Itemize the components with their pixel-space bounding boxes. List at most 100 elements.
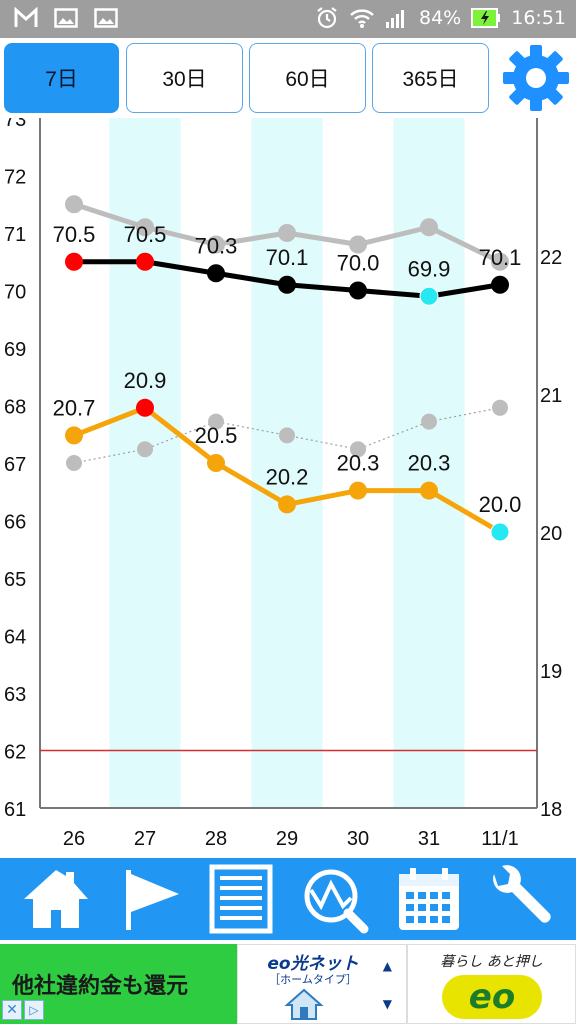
data-point bbox=[492, 399, 508, 416]
data-label: 20.0 bbox=[479, 492, 522, 517]
left-tick-label: 72 bbox=[4, 167, 26, 189]
data-point bbox=[491, 252, 509, 271]
left-tick-label: 67 bbox=[4, 454, 26, 476]
list-button[interactable] bbox=[200, 858, 282, 940]
x-tick-label: 28 bbox=[205, 828, 227, 850]
left-tick-label: 66 bbox=[4, 512, 26, 534]
home-button[interactable] bbox=[15, 858, 97, 940]
left-tick-label: 73 bbox=[4, 118, 26, 131]
left-tick-label: 62 bbox=[4, 742, 26, 764]
data-point bbox=[420, 481, 438, 500]
data-point bbox=[491, 275, 509, 294]
data-point bbox=[65, 252, 83, 271]
data-point bbox=[349, 235, 367, 254]
flag-button[interactable] bbox=[110, 858, 192, 940]
tab-label: 30日 bbox=[162, 68, 207, 91]
left-tick-label: 68 bbox=[4, 397, 26, 419]
settings-wrench-button[interactable] bbox=[480, 858, 562, 940]
data-point bbox=[136, 218, 154, 237]
data-point bbox=[419, 286, 439, 306]
house-icon bbox=[284, 988, 324, 1020]
tab-30-days[interactable]: 30日 bbox=[126, 43, 243, 113]
data-point bbox=[278, 495, 296, 514]
x-tick-label: 27 bbox=[134, 828, 156, 850]
x-axis-ticks: 26 27 28 29 30 31 11/1 bbox=[63, 828, 519, 850]
data-label: 20.3 bbox=[408, 451, 451, 476]
tab-label: 60日 bbox=[285, 68, 330, 91]
bottom-toolbar bbox=[0, 858, 576, 940]
ad-panel-right[interactable]: 暮らし あと押し eo bbox=[407, 944, 576, 1024]
right-axis-ticks: 18 19 20 21 22 bbox=[540, 247, 562, 821]
data-label: 20.2 bbox=[266, 464, 309, 489]
weight-bmi-chart: 61 62 63 64 65 66 67 68 69 70 71 72 73 18 19 20 21 22 26… bbox=[4, 118, 562, 850]
eo-logo: eo bbox=[442, 975, 542, 1019]
left-axis-ticks: 61 62 63 64 65 66 67 68 69 70 71 72 73 bbox=[4, 118, 26, 821]
data-label: 20.3 bbox=[337, 451, 380, 476]
ad-info-icon[interactable]: ▷ bbox=[24, 1000, 44, 1020]
data-point bbox=[137, 441, 153, 458]
left-tick-label: 64 bbox=[4, 627, 26, 649]
x-tick-label: 30 bbox=[347, 828, 369, 850]
x-tick-label: 31 bbox=[418, 828, 440, 850]
data-label: 70.5 bbox=[124, 222, 167, 247]
right-tick-label: 21 bbox=[540, 385, 562, 407]
system-status: 84% 16:51 bbox=[315, 6, 566, 30]
tab-60-days[interactable]: 60日 bbox=[249, 43, 366, 113]
tab-365-days[interactable]: 365日 bbox=[372, 43, 489, 113]
image-icon bbox=[54, 8, 78, 28]
data-point bbox=[349, 281, 367, 300]
image-icon bbox=[94, 8, 118, 28]
data-point bbox=[278, 224, 296, 242]
battery-charging-icon bbox=[471, 8, 501, 28]
right-tick-label: 20 bbox=[540, 523, 562, 545]
right-tick-label: 22 bbox=[540, 247, 562, 269]
calendar-icon bbox=[399, 868, 459, 930]
left-tick-label: 70 bbox=[4, 282, 26, 304]
ad-panel-middle[interactable]: eo光ネット ［ホームタイプ］ ▲ ▼ bbox=[237, 944, 407, 1024]
x-tick-label: 11/1 bbox=[481, 828, 518, 850]
advertisement-banner[interactable]: 他社違約金も還元 ✕ ▷ eo光ネット ［ホームタイプ］ ▲ ▼ 暮らし あと押… bbox=[0, 940, 576, 1024]
wrench-icon bbox=[493, 865, 551, 923]
data-label: 20.5 bbox=[195, 423, 238, 448]
calendar-button[interactable] bbox=[388, 858, 470, 940]
notification-icons bbox=[14, 7, 118, 29]
status-bar: 84% 16:51 bbox=[0, 0, 576, 38]
x-tick-label: 26 bbox=[63, 828, 85, 850]
analysis-icon bbox=[304, 869, 369, 934]
settings-gear-icon[interactable] bbox=[502, 44, 570, 112]
data-point bbox=[420, 218, 438, 237]
chart-series: 70.5 70.5 70.3 70.1 70.0 69.9 70.1 20.7 20.9 20.5… bbox=[53, 195, 522, 542]
alarm-icon bbox=[317, 7, 337, 29]
ad-close-icon[interactable]: ✕ bbox=[2, 1000, 22, 1020]
stripe bbox=[251, 118, 323, 808]
right-tick-label: 18 bbox=[540, 799, 562, 821]
analysis-button[interactable] bbox=[295, 858, 377, 940]
data-point bbox=[136, 252, 154, 271]
ad-scroll-down-icon[interactable]: ▼ bbox=[382, 997, 392, 1011]
gmail-icon bbox=[14, 7, 38, 27]
data-point bbox=[207, 264, 225, 283]
chart-axes bbox=[39, 118, 538, 809]
left-tick-label: 65 bbox=[4, 569, 26, 591]
data-point bbox=[65, 195, 83, 214]
left-tick-label: 69 bbox=[4, 339, 26, 361]
clock: 16:51 bbox=[511, 7, 566, 29]
data-point bbox=[208, 413, 224, 430]
signal-icon bbox=[386, 10, 404, 28]
left-tick-label: 71 bbox=[4, 224, 26, 246]
period-tabs: 7日 30日 60日 365日 bbox=[0, 38, 576, 118]
eo-logo-text: eo bbox=[468, 977, 516, 1017]
tab-7-days[interactable]: 7日 bbox=[4, 43, 119, 113]
data-point bbox=[350, 441, 366, 458]
x-tick-label: 29 bbox=[276, 828, 298, 850]
wifi-icon bbox=[350, 9, 374, 28]
tab-label: 365日 bbox=[402, 68, 459, 91]
data-point bbox=[349, 481, 367, 500]
data-point bbox=[136, 398, 154, 417]
data-label: 69.9 bbox=[408, 256, 451, 281]
data-label: 20.9 bbox=[124, 368, 167, 393]
ad-scroll-up-icon[interactable]: ▲ bbox=[382, 959, 392, 973]
data-point bbox=[279, 427, 295, 444]
data-point bbox=[421, 413, 437, 430]
data-label: 20.7 bbox=[53, 395, 96, 420]
